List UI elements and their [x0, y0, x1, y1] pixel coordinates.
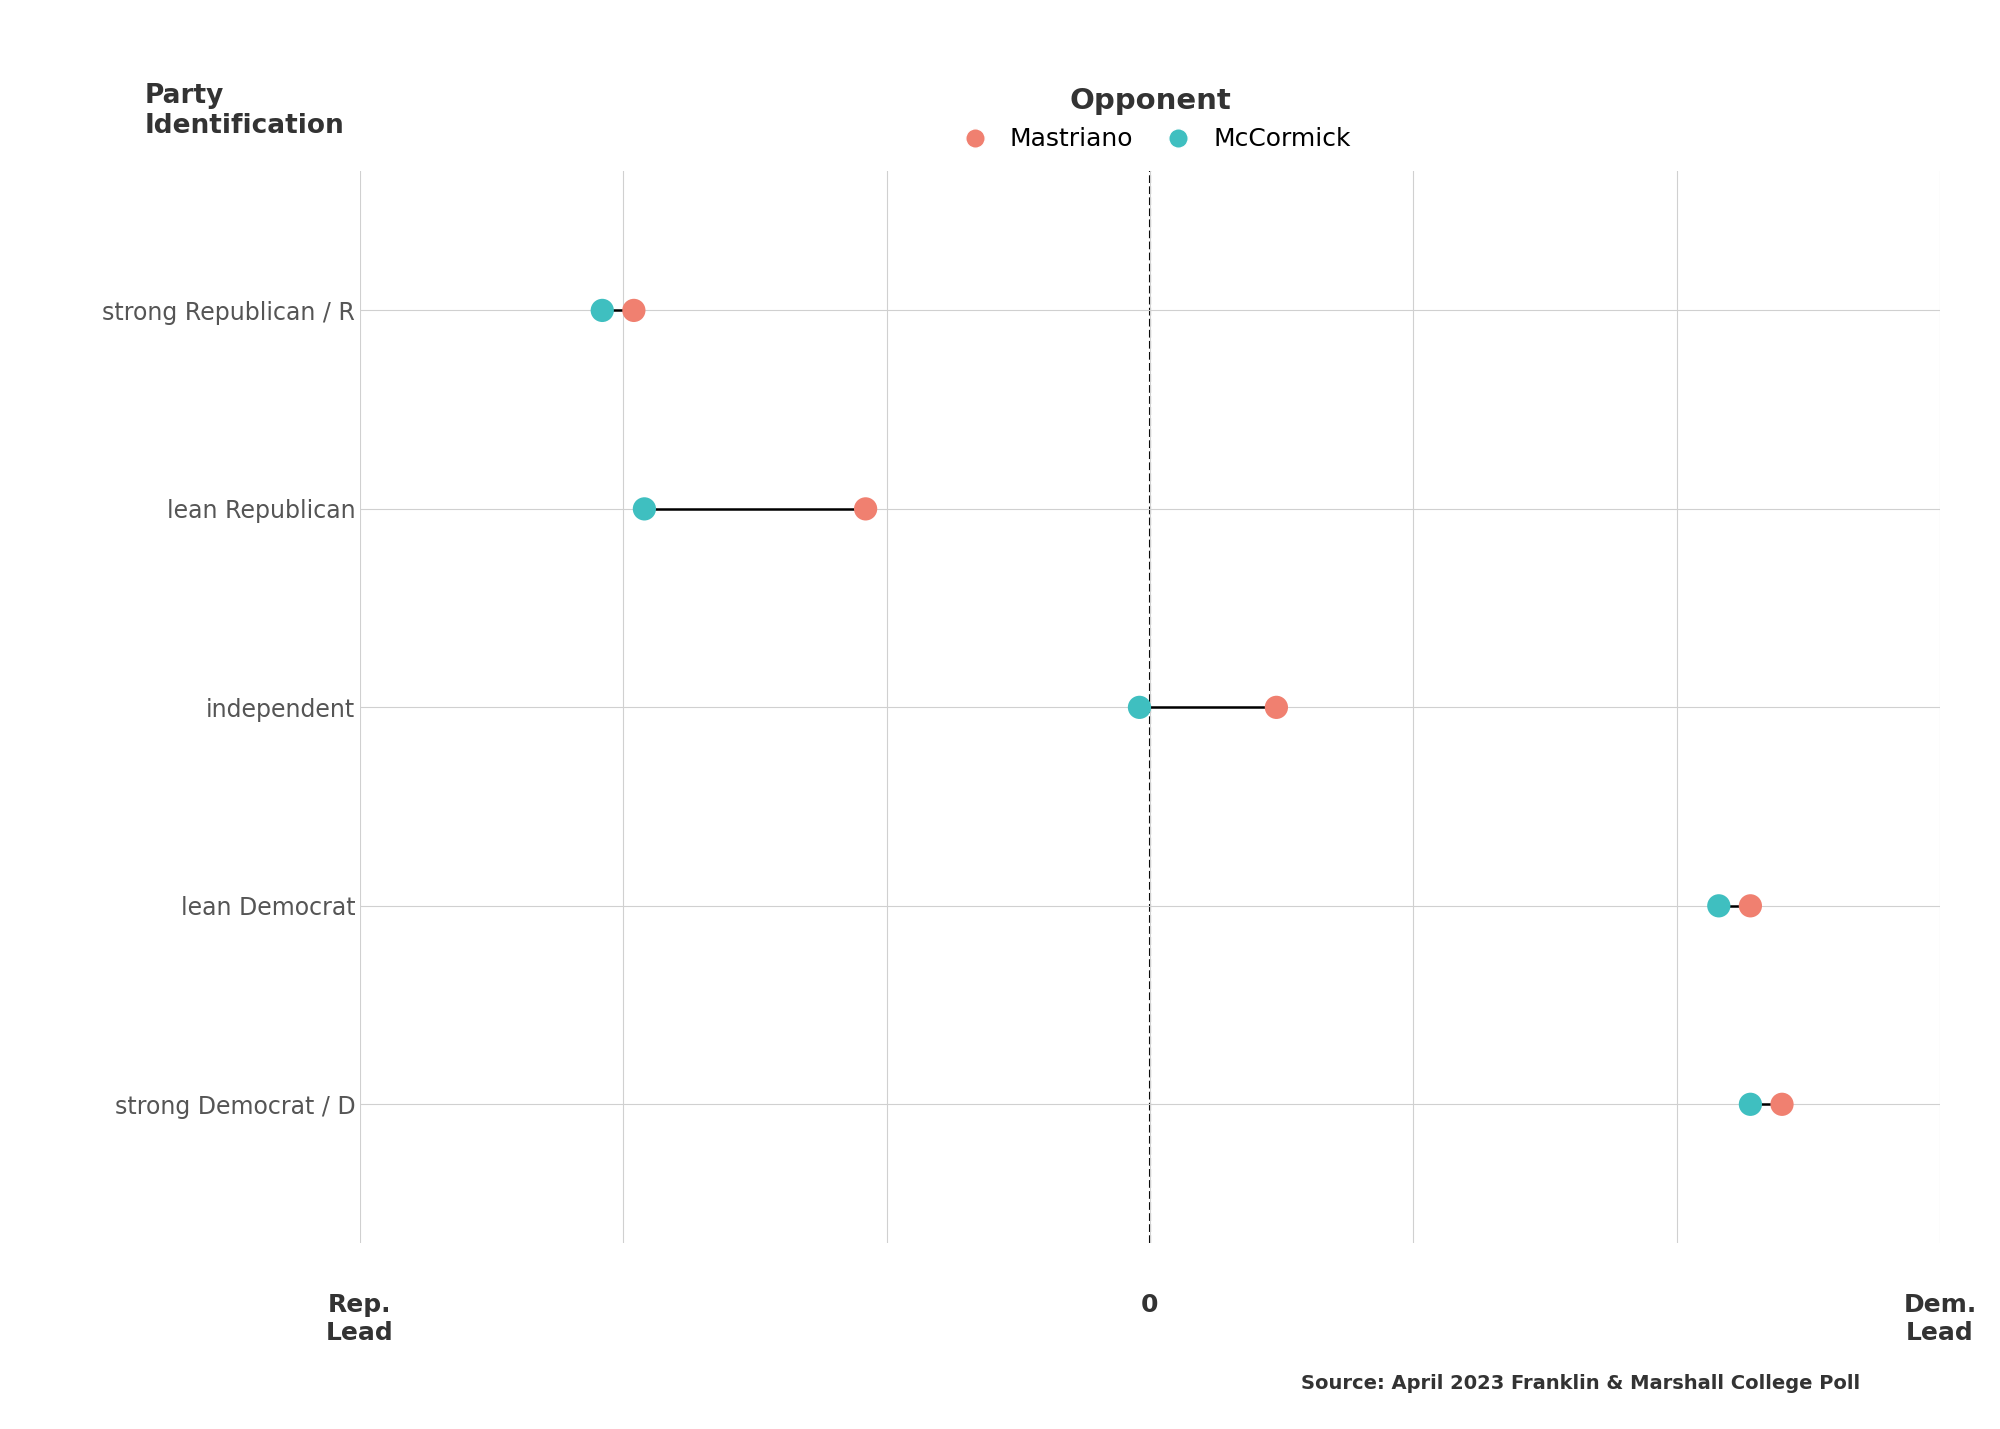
Legend: Mastriano, McCormick: Mastriano, McCormick: [940, 77, 1360, 161]
Text: Rep.
Lead: Rep. Lead: [326, 1293, 394, 1345]
Text: Dem.
Lead: Dem. Lead: [1904, 1293, 1976, 1345]
Mastriano: [1766, 1093, 1798, 1116]
McCormick: [1124, 696, 1156, 719]
McCormick: [1734, 1093, 1766, 1116]
McCormick: [1702, 895, 1734, 917]
Text: Party
Identification: Party Identification: [144, 83, 344, 140]
Text: Source: April 2023 Franklin & Marshall College Poll: Source: April 2023 Franklin & Marshall C…: [1300, 1375, 1860, 1393]
McCormick: [628, 497, 660, 520]
Mastriano: [1260, 696, 1292, 719]
Mastriano: [618, 299, 650, 322]
McCormick: [586, 299, 618, 322]
Mastriano: [1734, 895, 1766, 917]
Mastriano: [850, 497, 882, 520]
Text: 0: 0: [1142, 1293, 1158, 1318]
